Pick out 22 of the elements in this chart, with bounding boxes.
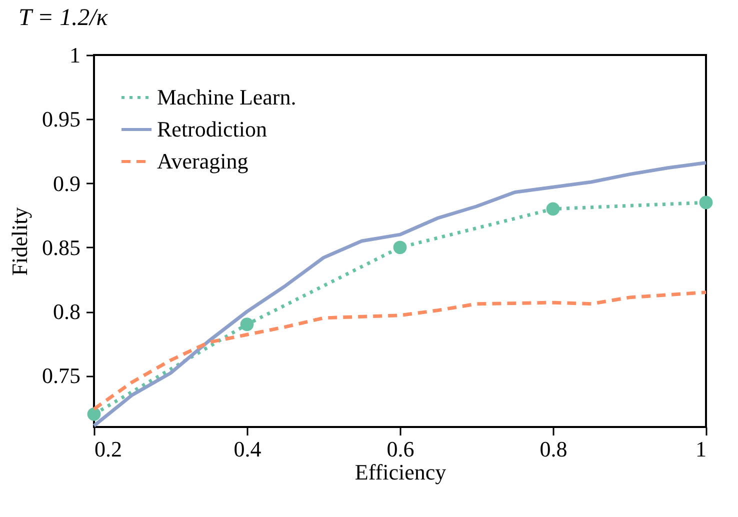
y-tick-label: 1 (70, 42, 80, 68)
point (240, 318, 254, 332)
y-tick-label: 0.85 (42, 234, 80, 260)
x-tick-label: 0.2 (94, 436, 122, 462)
x-tick-label: 0.6 (386, 436, 414, 462)
y-tick-label: 0.9 (53, 170, 80, 196)
point (699, 196, 713, 210)
y-axis-title: Fidelity (7, 207, 32, 276)
x-tick-label: 1 (696, 436, 706, 462)
x-tick-label: 0.4 (234, 436, 262, 462)
x-axis-title: Efficiency (354, 460, 446, 484)
chart-title: T = 1.2/κ (18, 5, 108, 31)
point (393, 240, 407, 254)
point (87, 407, 101, 421)
y-tick-label: 0.95 (42, 106, 80, 132)
point (546, 202, 560, 216)
x-tick-label: 0.8 (540, 436, 568, 462)
y-tick-label: 0.8 (53, 299, 80, 324)
y-tick-label: 0.75 (42, 363, 80, 388)
legend-label: Averaging (157, 148, 248, 174)
legend-label: Retrodiction (157, 116, 267, 142)
legend-label: Machine Learn. (157, 84, 296, 110)
